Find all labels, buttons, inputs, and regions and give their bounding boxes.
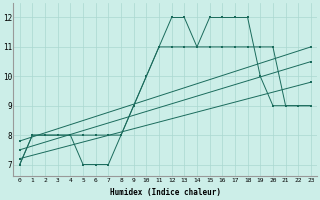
X-axis label: Humidex (Indice chaleur): Humidex (Indice chaleur) (110, 188, 221, 197)
